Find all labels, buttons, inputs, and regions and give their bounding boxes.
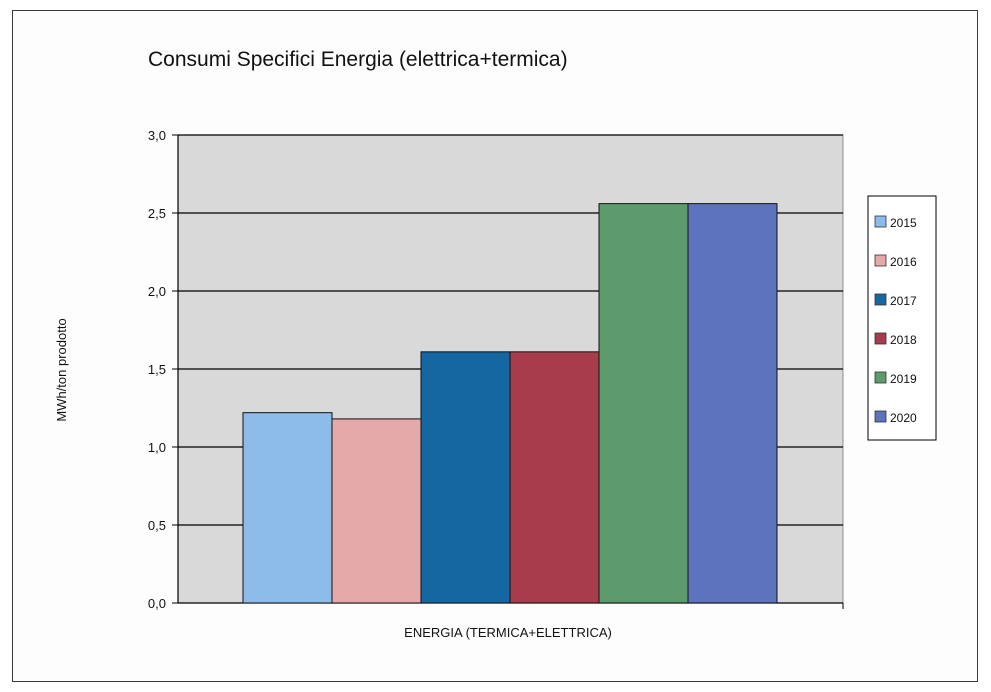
- plot-area: 0,0 0,5 1,0 1,5 2,0 2,5 3,0: [148, 128, 844, 611]
- legend-swatch-2016: [874, 254, 887, 267]
- legend-label-2019: 2019: [890, 372, 917, 386]
- y-tick-label: 1,0: [148, 440, 166, 455]
- y-axis-title: MWh/ton prodotto: [54, 318, 69, 421]
- y-tick-label: 0,0: [148, 596, 166, 611]
- x-axis-title: ENERGIA (TERMICA+ELETTRICA): [404, 625, 612, 640]
- legend-label-2018: 2018: [890, 333, 917, 347]
- y-tick-label: 3,0: [148, 128, 166, 143]
- legend-swatch-2020: [874, 410, 887, 423]
- legend-swatch-2017: [874, 293, 887, 306]
- y-tick-label: 1,5: [148, 362, 166, 377]
- legend-swatch-2015: [874, 215, 887, 228]
- legend-label-2016: 2016: [890, 255, 917, 269]
- legend-box: [867, 195, 937, 441]
- legend: 2015 2016 2017 2018 2019 2020: [867, 195, 937, 441]
- chart-title: Consumi Specifici Energia (elettrica+ter…: [148, 48, 568, 71]
- bar-2018: [509, 351, 600, 604]
- legend-label-2020: 2020: [890, 411, 917, 425]
- legend-swatch-2019: [874, 371, 887, 384]
- y-tick-label: 2,5: [148, 206, 166, 221]
- y-tick-label: 2,0: [148, 284, 166, 299]
- bar-2015: [242, 412, 333, 604]
- y-tick-label: 0,5: [148, 518, 166, 533]
- bar-2016: [331, 418, 422, 604]
- bar-2020: [687, 203, 778, 604]
- bar-2019: [598, 203, 689, 604]
- legend-label-2015: 2015: [890, 216, 917, 230]
- legend-swatch-2018: [874, 332, 887, 345]
- legend-label-2017: 2017: [890, 294, 917, 308]
- bar-2017: [420, 351, 511, 604]
